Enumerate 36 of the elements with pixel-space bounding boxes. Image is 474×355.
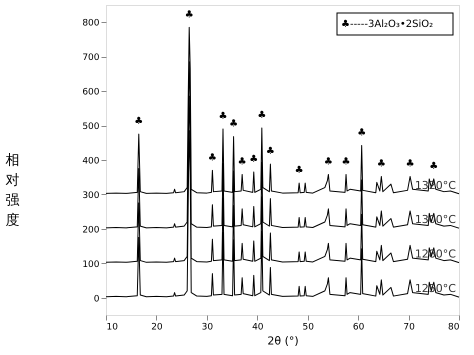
annotation: ♣ xyxy=(249,154,258,166)
annotation: ♣ xyxy=(406,158,415,170)
x-tick-label: 20 xyxy=(151,322,163,332)
annotation: ♣ xyxy=(218,111,228,122)
annotation: ♣ xyxy=(342,156,351,168)
annotation: ♣ xyxy=(266,146,275,158)
annotation: ♣ xyxy=(184,9,194,20)
y-tick-label: 200 xyxy=(82,225,100,236)
x-tick-label: 80 xyxy=(448,322,460,332)
annotation: ♣-----3Al₂O₃•2SiO₂ xyxy=(341,19,434,30)
y-tick-label: 800 xyxy=(82,18,100,29)
x-tick-label: 50 xyxy=(302,322,314,332)
annotation: ♣ xyxy=(376,158,386,170)
annotation: ♣ xyxy=(208,152,217,164)
y-tick-label: 300 xyxy=(82,190,100,201)
y-axis-title: 相对强度 xyxy=(5,152,20,228)
x-tick-label: 30 xyxy=(202,322,214,332)
annotation: ♣ xyxy=(134,116,144,128)
x-tick-label: 10 xyxy=(106,322,118,332)
x-tick-label: 70 xyxy=(403,322,416,332)
y-tick-label: 600 xyxy=(82,88,100,98)
annotation: ♣ xyxy=(357,128,366,139)
y-tick-label: 100 xyxy=(82,260,100,270)
annotation: ♣ xyxy=(294,165,304,176)
x-tick-label: 60 xyxy=(352,322,365,332)
annotation: ♣ xyxy=(238,156,247,168)
x-tick-label: 40 xyxy=(252,322,264,332)
x-axis-title: 2θ (°) xyxy=(267,334,299,348)
y-tick-label: 400 xyxy=(82,156,100,166)
annotation: ♣ xyxy=(229,118,238,130)
y-tick-label: 0 xyxy=(94,294,100,304)
annotation: ♣ xyxy=(257,110,266,121)
annotation: ♣ xyxy=(429,160,438,172)
y-tick-label: 700 xyxy=(82,53,100,64)
y-tick-label: 500 xyxy=(82,122,100,132)
annotation: ♣ xyxy=(324,156,333,168)
